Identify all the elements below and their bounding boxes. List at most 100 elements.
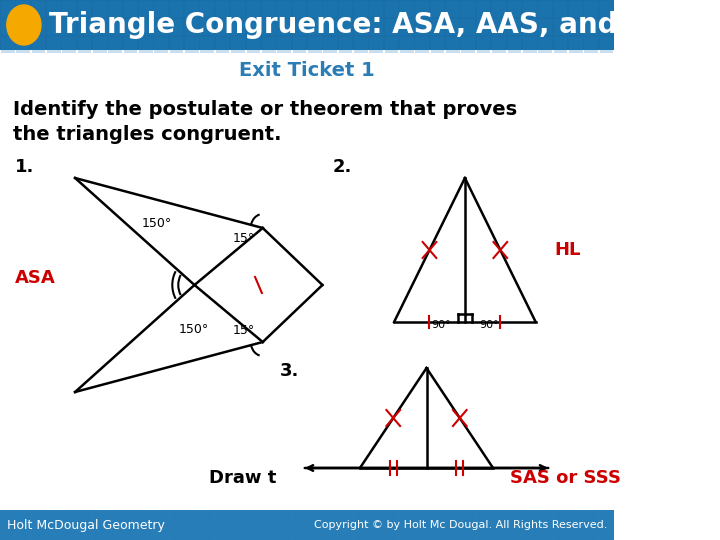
FancyBboxPatch shape xyxy=(477,511,490,527)
FancyBboxPatch shape xyxy=(369,511,383,527)
FancyBboxPatch shape xyxy=(384,529,398,540)
FancyBboxPatch shape xyxy=(308,511,322,527)
FancyBboxPatch shape xyxy=(539,529,552,540)
FancyBboxPatch shape xyxy=(262,37,276,53)
FancyBboxPatch shape xyxy=(508,19,521,35)
FancyBboxPatch shape xyxy=(170,1,184,17)
Text: 150°: 150° xyxy=(179,323,210,336)
FancyBboxPatch shape xyxy=(1,529,14,540)
FancyBboxPatch shape xyxy=(200,1,214,17)
FancyBboxPatch shape xyxy=(32,529,45,540)
FancyBboxPatch shape xyxy=(569,19,582,35)
FancyBboxPatch shape xyxy=(124,511,138,527)
FancyBboxPatch shape xyxy=(292,37,306,53)
FancyBboxPatch shape xyxy=(539,1,552,17)
FancyBboxPatch shape xyxy=(462,37,475,53)
FancyBboxPatch shape xyxy=(32,1,45,17)
FancyBboxPatch shape xyxy=(523,37,536,53)
FancyBboxPatch shape xyxy=(170,529,184,540)
FancyBboxPatch shape xyxy=(554,19,567,35)
FancyBboxPatch shape xyxy=(431,511,444,527)
FancyBboxPatch shape xyxy=(292,1,306,17)
FancyBboxPatch shape xyxy=(431,1,444,17)
FancyBboxPatch shape xyxy=(1,1,14,17)
Circle shape xyxy=(6,5,41,45)
FancyBboxPatch shape xyxy=(17,19,30,35)
FancyBboxPatch shape xyxy=(323,19,337,35)
FancyBboxPatch shape xyxy=(62,37,76,53)
FancyBboxPatch shape xyxy=(32,511,45,527)
FancyBboxPatch shape xyxy=(308,37,322,53)
FancyBboxPatch shape xyxy=(17,529,30,540)
FancyBboxPatch shape xyxy=(185,511,199,527)
FancyBboxPatch shape xyxy=(338,1,352,17)
FancyBboxPatch shape xyxy=(446,19,460,35)
Text: Exit Ticket 1: Exit Ticket 1 xyxy=(239,60,375,79)
Text: ASA: ASA xyxy=(15,269,56,287)
FancyBboxPatch shape xyxy=(569,1,582,17)
Text: 2.: 2. xyxy=(333,158,352,176)
FancyBboxPatch shape xyxy=(93,529,107,540)
FancyBboxPatch shape xyxy=(216,19,230,35)
FancyBboxPatch shape xyxy=(415,37,429,53)
FancyBboxPatch shape xyxy=(539,511,552,527)
FancyBboxPatch shape xyxy=(600,37,613,53)
FancyBboxPatch shape xyxy=(200,511,214,527)
FancyBboxPatch shape xyxy=(369,529,383,540)
FancyBboxPatch shape xyxy=(78,529,91,540)
FancyBboxPatch shape xyxy=(0,0,614,50)
FancyBboxPatch shape xyxy=(32,37,45,53)
FancyBboxPatch shape xyxy=(17,1,30,17)
FancyBboxPatch shape xyxy=(569,529,582,540)
FancyBboxPatch shape xyxy=(216,511,230,527)
Text: 3.: 3. xyxy=(280,362,300,380)
FancyBboxPatch shape xyxy=(108,37,122,53)
FancyBboxPatch shape xyxy=(124,1,138,17)
FancyBboxPatch shape xyxy=(262,1,276,17)
FancyBboxPatch shape xyxy=(17,511,30,527)
FancyBboxPatch shape xyxy=(554,37,567,53)
FancyBboxPatch shape xyxy=(323,511,337,527)
FancyBboxPatch shape xyxy=(124,19,138,35)
FancyBboxPatch shape xyxy=(369,1,383,17)
FancyBboxPatch shape xyxy=(124,529,138,540)
FancyBboxPatch shape xyxy=(277,1,291,17)
FancyBboxPatch shape xyxy=(477,19,490,35)
FancyBboxPatch shape xyxy=(446,1,460,17)
FancyBboxPatch shape xyxy=(277,511,291,527)
FancyBboxPatch shape xyxy=(492,511,506,527)
FancyBboxPatch shape xyxy=(292,19,306,35)
FancyBboxPatch shape xyxy=(354,529,368,540)
FancyBboxPatch shape xyxy=(170,37,184,53)
FancyBboxPatch shape xyxy=(446,529,460,540)
FancyBboxPatch shape xyxy=(170,511,184,527)
FancyBboxPatch shape xyxy=(154,511,168,527)
FancyBboxPatch shape xyxy=(539,19,552,35)
FancyBboxPatch shape xyxy=(308,1,322,17)
FancyBboxPatch shape xyxy=(292,511,306,527)
FancyBboxPatch shape xyxy=(231,529,245,540)
FancyBboxPatch shape xyxy=(585,1,598,17)
FancyBboxPatch shape xyxy=(354,19,368,35)
FancyBboxPatch shape xyxy=(93,19,107,35)
FancyBboxPatch shape xyxy=(78,19,91,35)
FancyBboxPatch shape xyxy=(492,37,506,53)
FancyBboxPatch shape xyxy=(600,529,613,540)
FancyBboxPatch shape xyxy=(139,529,153,540)
FancyBboxPatch shape xyxy=(246,529,260,540)
FancyBboxPatch shape xyxy=(585,511,598,527)
FancyBboxPatch shape xyxy=(216,1,230,17)
FancyBboxPatch shape xyxy=(185,1,199,17)
FancyBboxPatch shape xyxy=(47,37,60,53)
FancyBboxPatch shape xyxy=(338,19,352,35)
FancyBboxPatch shape xyxy=(200,529,214,540)
Text: HL: HL xyxy=(554,241,581,259)
FancyBboxPatch shape xyxy=(246,1,260,17)
FancyBboxPatch shape xyxy=(384,511,398,527)
FancyBboxPatch shape xyxy=(554,1,567,17)
FancyBboxPatch shape xyxy=(62,511,76,527)
FancyBboxPatch shape xyxy=(139,1,153,17)
FancyBboxPatch shape xyxy=(400,37,414,53)
FancyBboxPatch shape xyxy=(369,37,383,53)
FancyBboxPatch shape xyxy=(415,1,429,17)
